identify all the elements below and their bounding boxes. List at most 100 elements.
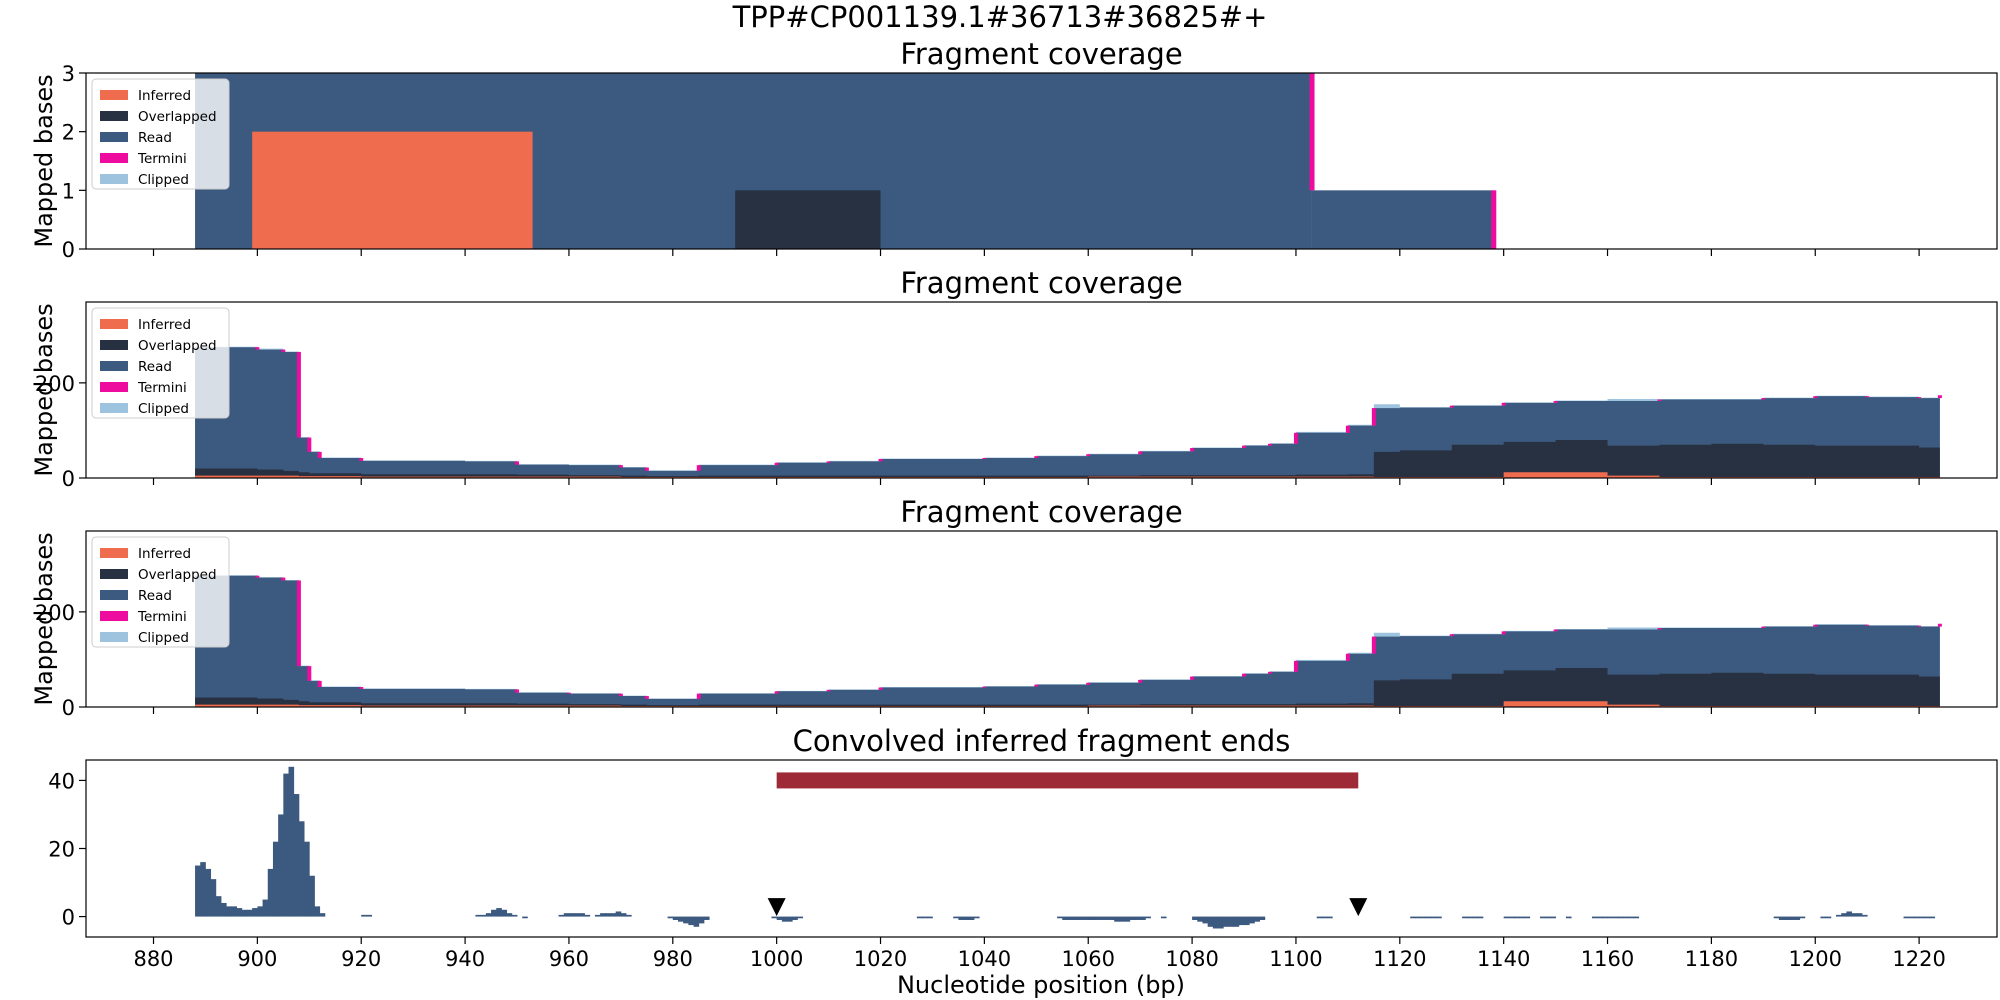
y-tick-label: 20 [48,838,75,862]
fragment-end-bar [298,821,305,917]
x-tick-label: 920 [341,947,381,971]
legend-label-termini: Termini [137,151,187,167]
coverage-termini-mark [774,462,779,466]
coverage-termini-mark [1657,399,1662,401]
fragment-end-bar [475,914,482,917]
fragment-end-bar [1477,916,1484,919]
fragment-end-bar [267,868,274,917]
plot-area [195,766,1936,929]
coverage-termini-mark [1937,395,1942,399]
fragment-end-bar [792,916,798,920]
fragment-end-bar [677,916,684,922]
x-tick-label: 940 [445,947,485,971]
fragment-end-bar [1856,913,1863,917]
y-tick-label: 2 [62,121,75,145]
axes-frame [85,530,1998,708]
fragment-end-bar [1591,916,1598,919]
fragment-end-bar [1550,916,1557,919]
x-tick-label: 1120 [1373,947,1426,971]
coverage-termini-mark [826,689,831,692]
fragment-end-bar [1436,916,1442,919]
legend-label-inferred: Inferred [138,88,191,104]
legend-swatch-read [100,590,128,600]
fragment-end-bar [511,914,518,917]
legend-label-overlapped: Overlapped [138,567,217,583]
fragment-end-bar [252,908,258,917]
coverage-termini-mark [1449,405,1454,408]
coverage-termini-mark [359,458,364,461]
fragment-end-bar [272,841,279,917]
fragment-end-bar [1062,916,1068,920]
legend-label-overlapped: Overlapped [138,338,217,354]
legend-label-inferred: Inferred [138,546,191,562]
fragment-end-bar [1077,916,1084,920]
fragment-end-bar [195,865,201,917]
fragment-end-bar [781,916,788,922]
fragment-end-bar [309,875,315,917]
coverage-termini-mark [317,451,322,459]
fragment-end-bar [1430,916,1437,919]
fragment-end-bar [776,916,783,920]
fragment-end-bar [1067,916,1074,920]
coverage-termini-mark [1138,451,1143,455]
legend-swatch-overlapped [100,111,128,121]
fragment-end-bar [1259,916,1266,920]
legend-swatch-inferred [100,319,128,329]
fragment-end-bar [361,914,367,917]
y-tick-label: 40 [48,769,75,793]
fragment-end-bar [973,916,980,919]
fragment-end-bar [304,841,310,917]
fragment-end-bar [522,916,528,919]
fragment-end-bar [927,916,933,919]
panel-title: Fragment coverage [900,37,1182,71]
y-tick-label: 3 [62,62,75,86]
coverage-termini-mark [255,347,260,350]
coverage-overlapped-area [195,667,1940,707]
x-tick-label: 1020 [854,947,907,971]
fragment-end-bar [1841,913,1847,917]
fragment-end-bar [1861,914,1868,917]
coverage-termini-mark [1034,456,1039,459]
fragment-end-bar [1462,916,1468,919]
fragment-end-bar [1415,916,1421,919]
coverage-termini-mark [1345,425,1350,433]
figure-suptitle: TPP#CP001139.1#36713#36825#+ [732,0,1268,34]
coverage-termini-mark [1813,396,1818,399]
panel-title: Fragment coverage [900,266,1182,300]
y-tick-label: 0 [62,238,75,262]
fragment-end-bar [594,914,601,917]
x-tick-label: 1180 [1685,947,1738,971]
fragment-end-bar [1545,916,1551,919]
fragment-end-bar [1784,916,1790,920]
x-tick-label: 1220 [1892,947,1945,971]
coverage-termini-mark [1345,653,1350,661]
fragment-end-bar [1617,916,1624,919]
fragment-end-bar [626,914,632,917]
fragment-end-bar [231,906,237,917]
fragment-end-bar [200,862,206,917]
fragment-end-bar [1207,916,1214,927]
fragment-end-bar [288,766,295,917]
coverage-termini-mark [296,351,301,438]
coverage-termini-mark [1242,673,1247,677]
coverage-termini-mark [644,696,649,699]
fragment-end-bar [953,916,959,919]
fragment-end-bar [283,773,289,917]
legend-swatch-overlapped [100,340,128,350]
fragment-end-bar [1103,916,1110,920]
legend-swatch-termini [100,611,128,621]
x-tick-label: 880 [133,947,173,971]
fragment-end-bar [246,909,253,917]
coverage-termini-mark [1293,660,1298,672]
fragment-end-bar [506,913,513,917]
coverage-inferred-area [195,472,1940,478]
legend-swatch-overlapped [100,569,128,579]
coverage-termini-mark [307,437,312,452]
fragment-end-bar [1327,916,1333,919]
coverage-inferred-area [195,701,1940,707]
y-axis-label: Mapped bases [30,303,58,476]
fragment-end-bar [1514,916,1520,919]
fragment-end-bar [620,913,627,917]
fragment-end-bar [1218,916,1224,929]
